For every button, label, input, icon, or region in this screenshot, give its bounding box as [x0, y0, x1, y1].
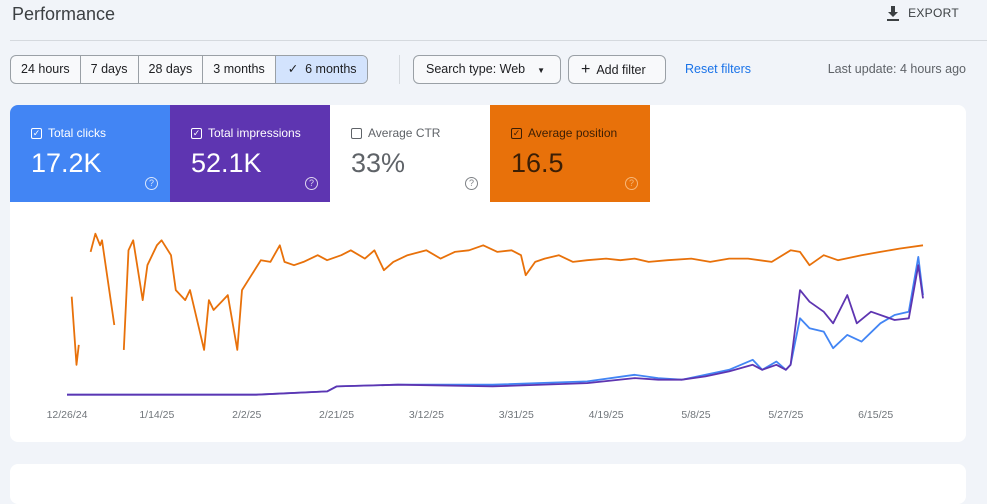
range-7-days[interactable]: 7 days — [81, 56, 139, 83]
plus-icon: + — [581, 61, 591, 78]
series-line-total-clicks — [67, 255, 924, 396]
metric-value: 33% — [351, 148, 406, 178]
search-type-dropdown[interactable]: Search type: Web ▼ — [413, 55, 561, 84]
x-tick-label: 2/2/25 — [232, 409, 261, 421]
divider — [10, 40, 987, 41]
caret-down-icon: ▼ — [537, 66, 546, 75]
export-label: EXPORT — [908, 6, 959, 20]
metric-value: 16.5 — [511, 148, 564, 178]
add-filter-label: Add filter — [596, 63, 646, 77]
x-tick-label: 1/14/25 — [139, 409, 174, 421]
x-tick-label: 5/8/25 — [681, 409, 710, 421]
metric-average-position[interactable]: ✓ Average position 16.5 ? — [490, 105, 650, 202]
performance-line-chart: 12/26/24 1/14/25 2/2/25 2/21/25 3/12/25 3/31/… — [47, 232, 924, 421]
add-filter-button[interactable]: + Add filter — [568, 55, 666, 84]
metric-value: 17.2K — [31, 148, 102, 178]
range-6-months-label: 6 months — [305, 62, 357, 76]
x-tick-label: 3/12/25 — [409, 409, 444, 421]
x-tick-label: 12/26/24 — [47, 409, 88, 421]
reset-filters-link[interactable]: Reset filters — [685, 62, 751, 76]
x-tick-label: 4/19/25 — [589, 409, 624, 421]
page-title: Performance — [12, 4, 116, 24]
metric-label: Total clicks — [48, 126, 107, 140]
checkbox-checked-icon[interactable]: ✓ — [191, 127, 202, 139]
x-tick-label: 2/21/25 — [319, 409, 354, 421]
checkbox-unchecked-icon[interactable] — [351, 127, 362, 139]
export-button[interactable]: EXPORT — [886, 5, 959, 21]
range-6-months[interactable]: ✓ 6 months — [275, 56, 367, 83]
metric-average-ctr[interactable]: Average CTR 33% ? — [330, 105, 490, 202]
check-icon: ✓ — [287, 62, 306, 76]
metric-value: 52.1K — [191, 148, 262, 178]
help-icon[interactable]: ? — [145, 177, 158, 190]
range-28-days[interactable]: 28 days — [139, 56, 204, 83]
range-3-months[interactable]: 3 months — [203, 56, 276, 83]
metric-label: Total impressions — [208, 126, 301, 140]
performance-chart-card: ✓ Total clicks 17.2K ? ✓ Total impressions… — [10, 105, 966, 442]
metric-label: Average position — [528, 126, 618, 140]
metric-label: Average CTR — [368, 126, 441, 140]
x-tick-label: 5/27/25 — [768, 409, 803, 421]
series-line-average-position — [70, 232, 924, 366]
help-icon[interactable]: ? — [305, 177, 318, 190]
checkbox-checked-icon[interactable]: ✓ — [31, 127, 42, 139]
help-icon[interactable]: ? — [465, 177, 478, 190]
last-update-text: Last update: 4 hours ago — [827, 62, 966, 76]
date-range-selector: 24 hours 7 days 28 days 3 months ✓ 6 mon… — [10, 55, 368, 84]
x-tick-label: 6/15/25 — [858, 409, 893, 421]
checkbox-checked-icon[interactable]: ✓ — [511, 127, 522, 139]
x-tick-label: 3/31/25 — [499, 409, 534, 421]
series-line-total-impressions — [67, 264, 924, 396]
metric-total-clicks[interactable]: ✓ Total clicks 17.2K ? — [10, 105, 170, 202]
separator — [399, 55, 400, 84]
help-icon[interactable]: ? — [625, 177, 638, 190]
search-type-label: Search type: Web — [426, 62, 526, 76]
metric-total-impressions[interactable]: ✓ Total impressions 52.1K ? — [170, 105, 330, 202]
details-card — [10, 464, 966, 504]
range-24-hours[interactable]: 24 hours — [11, 56, 81, 83]
download-icon — [887, 6, 900, 21]
